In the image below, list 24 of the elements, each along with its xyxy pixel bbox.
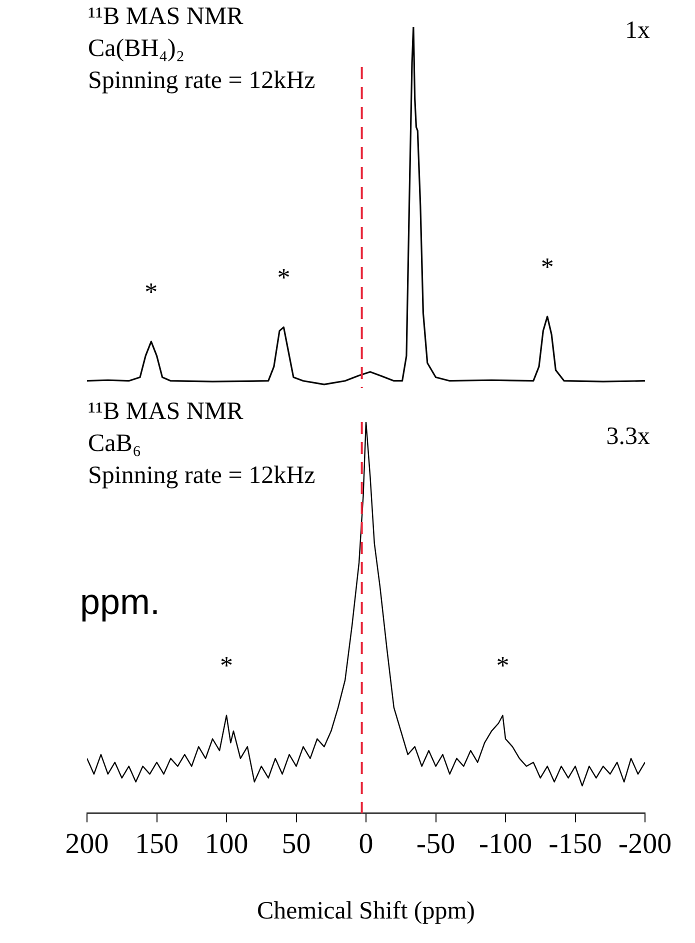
annotation: * [496, 651, 510, 680]
x-tick-label: 200 [65, 828, 109, 860]
annotation: 1x [625, 16, 650, 46]
x-tick-label: 150 [135, 828, 178, 860]
annotation: * [540, 252, 554, 282]
x-tick-label: 0 [358, 828, 374, 860]
chart-title: ¹¹B MAS NMR [88, 397, 244, 427]
annotation: * [277, 263, 290, 292]
x-tick-label: -100 [478, 828, 532, 860]
annotation: Spinning rate = 12kHz [88, 66, 316, 96]
annotation: ppm. [80, 581, 160, 622]
annotation: * [144, 277, 158, 306]
annotation: * [220, 651, 233, 680]
chart-subtitle: Ca(BH₄)₂ [88, 34, 185, 64]
x-tick-label: -150 [548, 828, 602, 860]
annotation: 3.3x [606, 422, 650, 452]
x-tick-label: -50 [416, 828, 456, 860]
x-tick-label: 50 [282, 828, 311, 860]
chart-subtitle: CaB₆ [88, 429, 142, 459]
x-tick-label: -200 [618, 828, 672, 860]
annotation: Spinning rate = 12kHz [88, 461, 316, 491]
x-axis-title: Chemical Shift (ppm) [256, 898, 476, 925]
x-tick-label: 100 [204, 828, 248, 860]
chart-title: ¹¹B MAS NMR [88, 2, 244, 32]
